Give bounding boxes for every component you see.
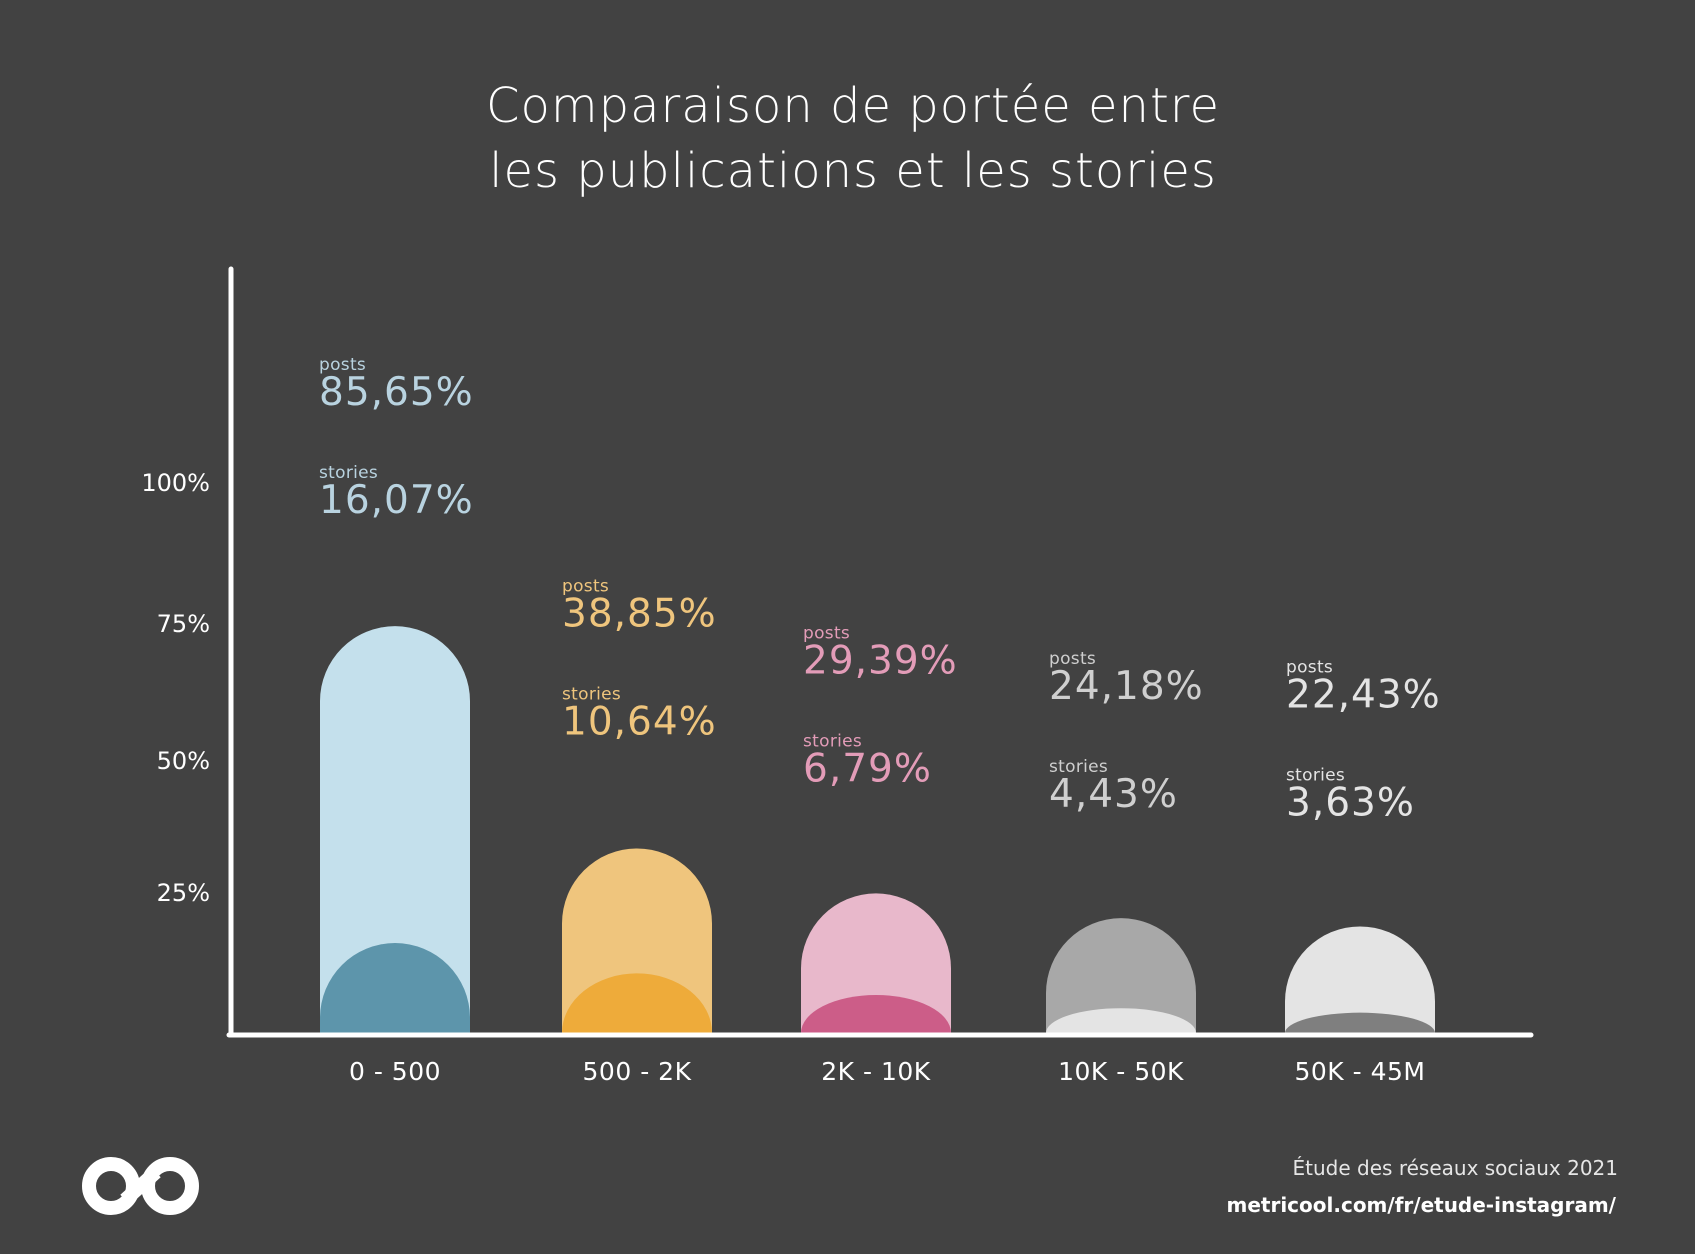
y-tick-label-100: 100% bbox=[141, 469, 210, 497]
label-posts-value-2: 29,39% bbox=[803, 638, 958, 683]
label-stories-name-3: stories bbox=[1049, 757, 1108, 777]
label-stories-name-4: stories bbox=[1286, 765, 1345, 785]
label-posts-name-1: posts bbox=[562, 576, 609, 596]
bar-stories-1 bbox=[562, 973, 712, 1033]
label-posts-name-4: posts bbox=[1286, 657, 1333, 677]
label-stories-value-1: 10,64% bbox=[562, 699, 717, 744]
label-posts-name-3: posts bbox=[1049, 649, 1096, 669]
category-label-1: 500 - 2K bbox=[583, 1057, 692, 1086]
label-posts-value-4: 22,43% bbox=[1286, 672, 1441, 717]
categories-layer: 0 - 500 500 - 2K 2K - 10K 10K - 50K 50K - 45… bbox=[349, 1057, 1425, 1086]
label-stories-name-1: stories bbox=[562, 684, 621, 704]
labels-layer: posts85,65%stories16,07%posts38,85%stori… bbox=[319, 355, 1441, 825]
bar-posts-2 bbox=[801, 893, 951, 1033]
chart-title-line-2: les publications et les stories bbox=[489, 143, 1217, 199]
bar-posts-4 bbox=[1285, 926, 1435, 1033]
label-stories-name-0: stories bbox=[319, 463, 378, 483]
y-tick-label-25: 25% bbox=[157, 879, 210, 907]
footer-url-link[interactable]: metricool.com/fr/etude-instagram/ bbox=[1226, 1193, 1616, 1217]
category-label-4: 50K - 45M bbox=[1294, 1057, 1425, 1086]
y-tick-label-50: 50% bbox=[157, 747, 210, 775]
bar-stories-0 bbox=[320, 943, 470, 1033]
bar-stories-4 bbox=[1285, 1012, 1435, 1033]
label-stories-value-3: 4,43% bbox=[1049, 772, 1178, 817]
chart-title-line-1: Comparaison de portée entre bbox=[486, 78, 1220, 134]
bar-stories-2 bbox=[801, 994, 951, 1033]
bars-layer bbox=[320, 626, 1435, 1033]
bar-posts-0 bbox=[320, 626, 470, 1033]
category-label-3: 10K - 50K bbox=[1058, 1057, 1184, 1086]
category-label-0: 0 - 500 bbox=[349, 1057, 441, 1086]
label-stories-value-4: 3,63% bbox=[1286, 780, 1415, 825]
ticks-layer: 25% 50% 75% 100% bbox=[141, 469, 210, 907]
label-posts-value-3: 24,18% bbox=[1049, 664, 1204, 709]
footer-study-text: Étude des réseaux sociaux 2021 bbox=[1293, 1156, 1618, 1180]
bar-posts-3 bbox=[1046, 918, 1196, 1033]
label-stories-name-2: stories bbox=[803, 731, 862, 751]
category-label-2: 2K - 10K bbox=[821, 1057, 931, 1086]
label-posts-name-2: posts bbox=[803, 623, 850, 643]
metricool-logo-icon bbox=[82, 1157, 199, 1215]
label-posts-value-1: 38,85% bbox=[562, 591, 717, 636]
label-posts-value-0: 85,65% bbox=[319, 370, 474, 415]
label-stories-value-2: 6,79% bbox=[803, 746, 932, 791]
bar-stories-3 bbox=[1046, 1008, 1196, 1033]
label-posts-name-0: posts bbox=[319, 355, 366, 375]
y-tick-label-75: 75% bbox=[157, 610, 210, 638]
label-stories-value-0: 16,07% bbox=[319, 478, 474, 523]
